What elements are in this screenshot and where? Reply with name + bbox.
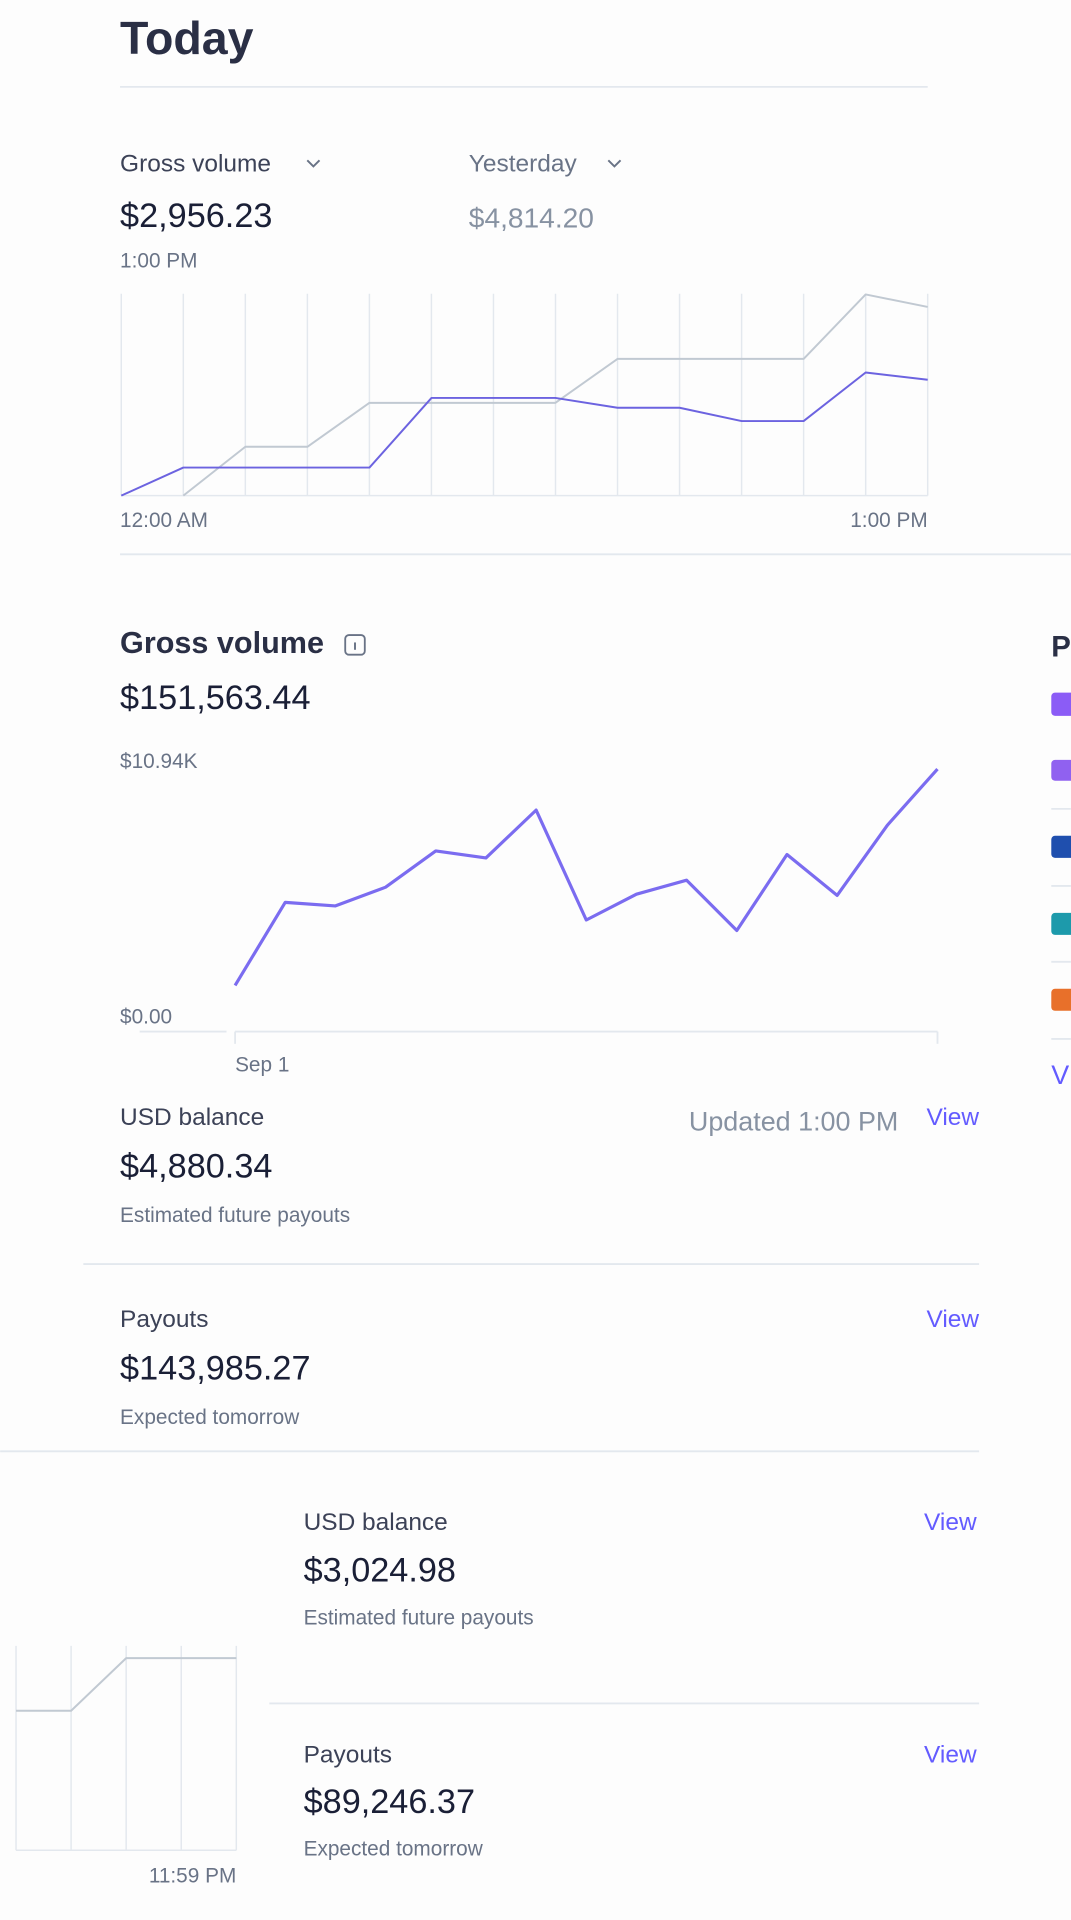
series-line xyxy=(233,768,939,987)
sidebar-heading: P xyxy=(1051,630,1071,663)
x-tick-label: 11:59 PM xyxy=(149,1865,236,1888)
info-icon[interactable] xyxy=(344,634,366,656)
view-link[interactable]: View xyxy=(924,1741,977,1768)
legend-swatch xyxy=(1051,988,1071,1011)
view-link[interactable]: View xyxy=(927,1104,980,1131)
compare-label[interactable]: Yesterday xyxy=(469,151,578,178)
balance-label: Payouts xyxy=(304,1741,392,1768)
balance-value: $143,985.27 xyxy=(120,1350,310,1388)
view-link[interactable]: View xyxy=(924,1509,977,1536)
legend-swatch xyxy=(1051,759,1071,781)
balance-value: $3,024.98 xyxy=(304,1552,456,1590)
balance-value: $89,246.37 xyxy=(304,1783,475,1821)
series-line xyxy=(182,293,928,497)
section-total: $151,563.44 xyxy=(120,679,310,717)
balance-label: USD balance xyxy=(304,1509,448,1536)
balance-caption: Expected tomorrow xyxy=(120,1406,300,1429)
balance-label: Payouts xyxy=(120,1306,208,1333)
legend-swatch xyxy=(1051,692,1071,716)
balance-value: $4,880.34 xyxy=(120,1148,272,1186)
y-tick-label: $0.00 xyxy=(120,1006,172,1029)
x-tick-label: 12:00 AM xyxy=(120,509,208,532)
x-tick-label: Sep 1 xyxy=(235,1053,289,1076)
metric-label[interactable]: Gross volume xyxy=(120,151,271,178)
page-title: Today xyxy=(120,12,254,64)
x-tick-label: 1:00 PM xyxy=(850,509,927,532)
chevron[interactable] xyxy=(306,159,321,168)
updated-time: Updated 1:00 PM xyxy=(689,1106,898,1136)
legend-swatch xyxy=(1051,912,1071,935)
series-line xyxy=(16,1657,237,1712)
series-line xyxy=(120,371,928,497)
balance-label: USD balance xyxy=(120,1104,264,1131)
balance-caption: Expected tomorrow xyxy=(304,1838,484,1861)
metric-time: 1:00 PM xyxy=(120,249,197,272)
section-title: Gross volume xyxy=(120,626,324,660)
legend-swatch xyxy=(1051,835,1071,858)
view-link[interactable]: View xyxy=(927,1306,980,1333)
sidebar-link[interactable]: V xyxy=(1051,1060,1069,1090)
chevron[interactable] xyxy=(607,159,622,168)
balance-caption: Estimated future payouts xyxy=(120,1204,350,1227)
metric-value: $2,956.23 xyxy=(120,197,272,235)
y-tick-label: $10.94K xyxy=(120,750,198,773)
balance-caption: Estimated future payouts xyxy=(304,1606,534,1629)
compare-value: $4,814.20 xyxy=(469,203,594,234)
